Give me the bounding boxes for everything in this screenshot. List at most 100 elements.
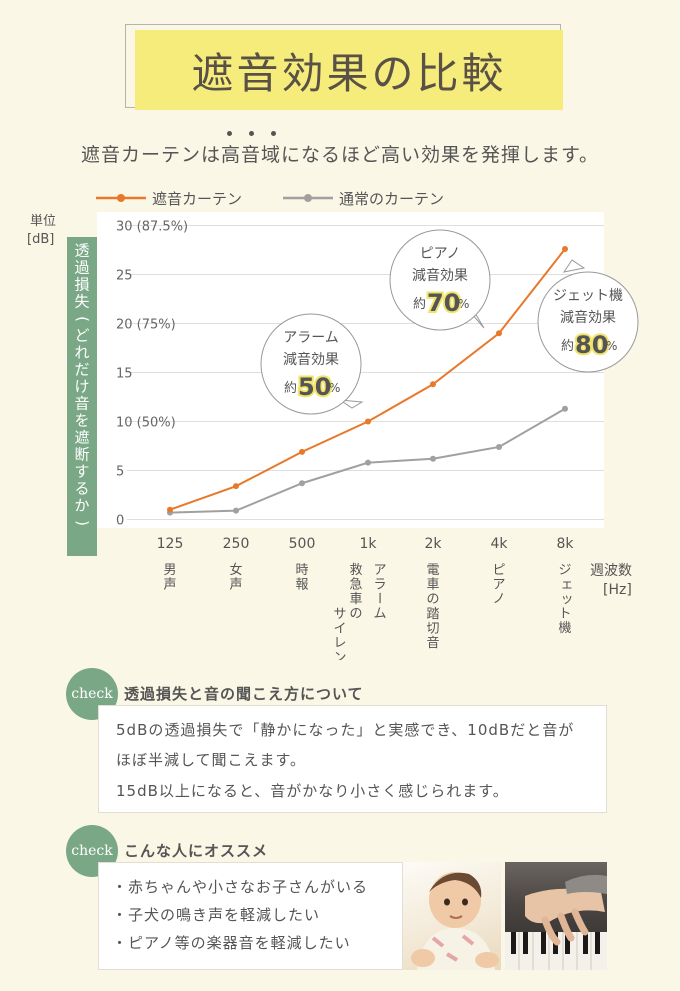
unit-label: 単位 xyxy=(30,213,56,229)
y-axis-label-char: 損 xyxy=(74,276,89,294)
x-sublabel: ム xyxy=(373,607,386,622)
data-point xyxy=(562,246,568,252)
callout-line: 減音効果 xyxy=(283,351,339,368)
data-point xyxy=(233,508,239,514)
emphasis-dot xyxy=(249,131,254,136)
x-sublabel: 声 xyxy=(229,578,242,593)
x-tick-label: 250 xyxy=(223,536,250,552)
y-axis-label-char: れ xyxy=(74,344,89,362)
emphasis-dot xyxy=(227,131,232,136)
y-axis-label-char: け xyxy=(74,378,89,396)
data-point xyxy=(430,456,436,462)
data-point xyxy=(365,460,371,466)
data-point xyxy=(233,483,239,489)
x-tick-label: 500 xyxy=(289,536,316,552)
callout-suffix: % xyxy=(606,339,617,353)
x-sublabel: ー xyxy=(371,591,386,604)
info-line: ほぼ半減して聞こえます。 xyxy=(116,749,306,770)
x-sublabel: 報 xyxy=(295,578,308,593)
x-sublabel: 時 xyxy=(295,563,308,578)
y-tick-label: 15 xyxy=(116,367,133,382)
y-axis-label-char: る xyxy=(74,480,89,498)
x-sublabel: 車 xyxy=(426,578,439,593)
y-tick-label: 30 (87.5%) xyxy=(116,220,188,235)
x-tick-label: 2k xyxy=(424,536,442,552)
y-axis-label-char: ど xyxy=(74,327,89,345)
callout-prefix: 約 xyxy=(561,339,574,354)
recommend-item: ・赤ちゃんや小さなお子さんがいる xyxy=(112,876,368,897)
x-sublabel: 救 xyxy=(349,562,362,578)
x-tick-label: 4k xyxy=(490,536,508,552)
baby-photo xyxy=(403,862,501,970)
x-sublabel: ト xyxy=(558,607,571,622)
callout-line: ピアノ xyxy=(420,246,461,262)
x-axis-label: 週波数 xyxy=(590,563,632,579)
x-tick-label: 1k xyxy=(359,536,377,552)
y-tick-label: 25 xyxy=(116,269,133,284)
data-point xyxy=(430,381,436,387)
piano-photo xyxy=(505,862,607,970)
x-sublabel: 切 xyxy=(426,622,439,637)
x-sublabel: 機 xyxy=(558,621,571,636)
legend-marker xyxy=(304,194,312,202)
x-tick-label: 125 xyxy=(157,536,184,552)
data-point xyxy=(562,406,568,412)
x-sublabel: 急 xyxy=(349,578,362,593)
recommend-item: ・子犬の鳴き声を軽減したい xyxy=(112,904,320,925)
callout-percent: 80 xyxy=(575,331,608,359)
x-sublabel: 男 xyxy=(163,563,176,578)
x-sublabel: 女 xyxy=(229,562,242,578)
y-axis-label-char: 過 xyxy=(74,259,89,277)
callout-prefix: 約 xyxy=(284,381,297,396)
data-point xyxy=(299,480,305,486)
info-line: 15dB以上になると、音がかなり小さく感じられます。 xyxy=(116,780,509,801)
y-axis-label-char: ) xyxy=(74,520,92,526)
y-tick-label: 5 xyxy=(116,465,124,480)
data-point xyxy=(496,330,502,336)
y-axis-label-char: す xyxy=(74,463,89,481)
subtitle: 遮音カーテンは高音域になるほど高い効果を発揮します。 xyxy=(0,140,680,167)
y-axis-label-char: を xyxy=(74,412,89,430)
data-point xyxy=(365,419,371,425)
callout-percent: 50 xyxy=(298,373,331,401)
page-title: 遮音効果の比較 xyxy=(135,30,563,110)
x-sublabel: ア xyxy=(492,578,505,593)
callout-line: ジェット機 xyxy=(553,288,623,304)
x-sublabel: ノ xyxy=(492,592,505,607)
x-sublabel: レ xyxy=(333,636,346,651)
y-tick-label: 0 xyxy=(116,514,124,529)
callout-line: アラーム xyxy=(283,330,339,346)
y-axis-label-char: 遮 xyxy=(74,429,89,447)
callout-line: 減音効果 xyxy=(412,267,468,284)
y-axis-label-char: 失 xyxy=(74,293,89,311)
x-sublabel: 踏 xyxy=(426,607,439,622)
x-sublabel: イ xyxy=(333,622,346,637)
x-sublabel: 音 xyxy=(426,635,439,651)
y-tick-label: 10 (50%) xyxy=(116,416,176,431)
y-tick-label: 20 (75%) xyxy=(116,318,176,333)
legend-label: 遮音カーテン xyxy=(152,190,242,208)
callout-line: 減音効果 xyxy=(560,309,616,326)
y-axis-label-char: 音 xyxy=(74,395,89,413)
callout-suffix: % xyxy=(458,297,469,311)
y-axis-label-char: だ xyxy=(74,361,89,379)
callout-percent: 70 xyxy=(427,289,460,317)
x-sublabel: ジ xyxy=(558,563,571,578)
info-line: 5dBの透過損失で「静かになった」と実感でき、10dBだと音が xyxy=(116,719,574,740)
data-point xyxy=(167,507,173,513)
x-sublabel: 電 xyxy=(426,563,439,578)
data-point xyxy=(299,449,305,455)
x-sublabel: ア xyxy=(373,563,386,578)
data-point xyxy=(496,444,502,450)
x-sublabel: ン xyxy=(333,651,346,661)
check-title: 透過損失と音の聞こえ方について xyxy=(124,683,364,704)
check-title: こんな人にオススメ xyxy=(124,840,268,861)
x-sublabel: の xyxy=(349,607,362,622)
y-axis-label-char: ( xyxy=(74,316,92,322)
y-axis-label-char: 断 xyxy=(74,446,89,464)
x-sublabel: 声 xyxy=(163,578,176,593)
x-sublabel: 車 xyxy=(349,592,362,607)
legend-label: 通常のカーテン xyxy=(339,190,444,208)
legend-marker xyxy=(117,194,125,202)
x-sublabel: サ xyxy=(333,607,346,622)
